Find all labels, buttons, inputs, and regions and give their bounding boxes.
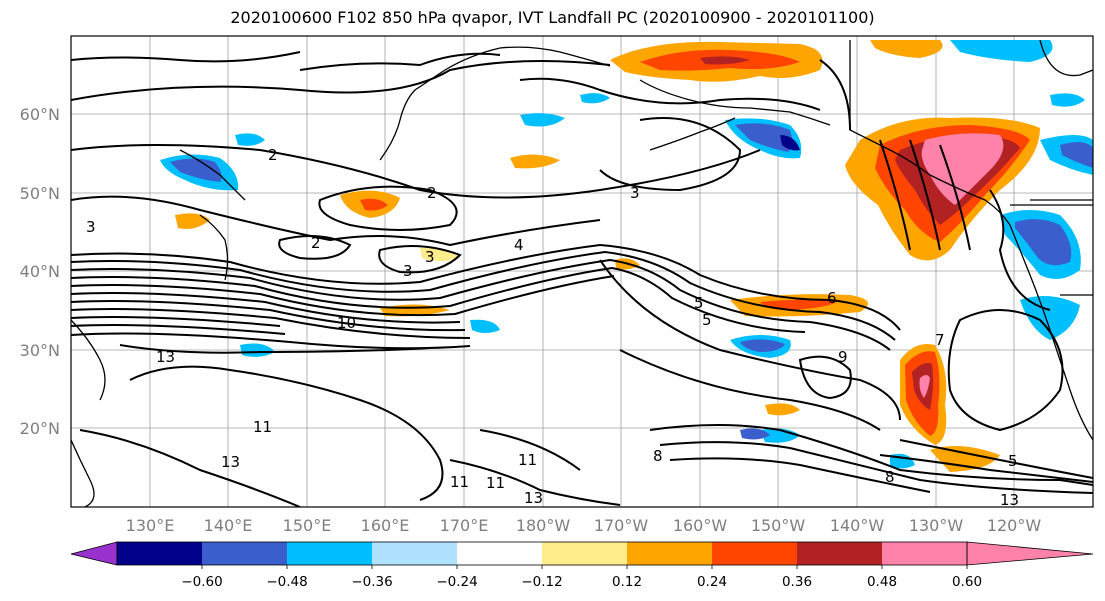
lon-label: 160°W xyxy=(673,516,728,535)
lon-label: 170°E xyxy=(440,516,489,535)
latitude-labels: 60°N 50°N 40°N 30°N 20°N xyxy=(20,105,60,438)
lon-label: 130°E xyxy=(126,516,175,535)
colorbar-tick-label: 0.48 xyxy=(867,574,897,590)
contour-label: 3 xyxy=(403,262,413,280)
lon-label: 140°E xyxy=(204,516,253,535)
contour-label: 13 xyxy=(524,489,543,507)
lon-label: 170°W xyxy=(594,516,649,535)
colorbar-segment xyxy=(117,542,202,565)
colorbar-tick-label: 0.24 xyxy=(697,574,727,590)
colorbar-segment xyxy=(202,542,287,565)
lat-label: 30°N xyxy=(20,341,60,360)
colorbar-tick-label: −0.48 xyxy=(266,574,307,590)
contour-label: 11 xyxy=(253,418,272,436)
contour-label: 3 xyxy=(425,248,435,266)
contour-label: 5 xyxy=(1008,452,1018,470)
colorbar-segment xyxy=(627,542,712,565)
colorbar-tick-label: 0.60 xyxy=(952,574,982,590)
colorbar-segment xyxy=(542,542,627,565)
plot-title: 2020100600 F102 850 hPa qvapor, IVT Land… xyxy=(230,8,875,27)
lat-label: 20°N xyxy=(20,419,60,438)
colorbar-segment xyxy=(882,542,967,565)
contour-label: 2 xyxy=(268,146,278,164)
contour-label: 13 xyxy=(1000,491,1019,509)
contour-label: 5 xyxy=(702,311,712,329)
lat-label: 60°N xyxy=(20,105,60,124)
colorbar-tick-label: 0.12 xyxy=(612,574,642,590)
contour-label: 11 xyxy=(450,473,469,491)
colorbar-segment xyxy=(457,542,542,565)
lon-label: 180°W xyxy=(516,516,571,535)
contour-label: 2 xyxy=(311,234,321,252)
colorbar-segment xyxy=(797,542,882,565)
lon-label: 150°W xyxy=(751,516,806,535)
colorbar-segment xyxy=(712,542,797,565)
contour-label: 3 xyxy=(630,184,640,202)
colorbar-segment xyxy=(372,542,457,565)
lon-label: 150°E xyxy=(283,516,332,535)
colorbar-tick-label: 0.36 xyxy=(782,574,812,590)
colorbar: −0.60 −0.48 −0.36 −0.24 −0.12 0.12 0.24 … xyxy=(70,541,1094,590)
colorbar-tick-label: −0.36 xyxy=(351,574,392,590)
contour-label: 10 xyxy=(337,314,356,332)
contour-label: 3 xyxy=(86,218,96,236)
ivt-contours xyxy=(71,51,1093,507)
contour-label: 6 xyxy=(827,289,837,307)
lon-label: 140°W xyxy=(830,516,885,535)
contour-label: 11 xyxy=(486,474,505,492)
contour-label: 9 xyxy=(838,348,848,366)
colorbar-tick-label: −0.12 xyxy=(521,574,562,590)
lat-label: 40°N xyxy=(20,262,60,281)
contour-label: 4 xyxy=(514,236,524,254)
colorbar-extend-min xyxy=(70,541,118,566)
colorbar-tick-label: −0.60 xyxy=(181,574,222,590)
contour-label-group: 2 2 2 3 3 3 3 4 5 5 5 6 7 8 8 9 10 11 11… xyxy=(86,146,1019,509)
coastlines xyxy=(71,39,1093,507)
longitude-labels: 130°E 140°E 150°E 160°E 170°E 180°W 170°… xyxy=(126,516,1042,535)
colorbar-segment xyxy=(287,542,372,565)
contour-label: 13 xyxy=(221,453,240,471)
contour-label: 8 xyxy=(885,468,895,486)
contour-label: 8 xyxy=(653,447,663,465)
lon-label: 160°E xyxy=(361,516,410,535)
colorbar-extend-max xyxy=(966,541,1094,566)
contour-label: 13 xyxy=(156,348,175,366)
contour-label: 11 xyxy=(518,451,537,469)
lat-label: 50°N xyxy=(20,184,60,203)
map-frame xyxy=(70,35,1094,508)
contour-label: 7 xyxy=(935,331,945,349)
colorbar-tick-label: −0.24 xyxy=(436,574,477,590)
lon-label: 130°W xyxy=(909,516,964,535)
lon-label: 120°W xyxy=(987,516,1042,535)
contour-label: 2 xyxy=(427,184,437,202)
contour-label: 5 xyxy=(694,294,704,312)
